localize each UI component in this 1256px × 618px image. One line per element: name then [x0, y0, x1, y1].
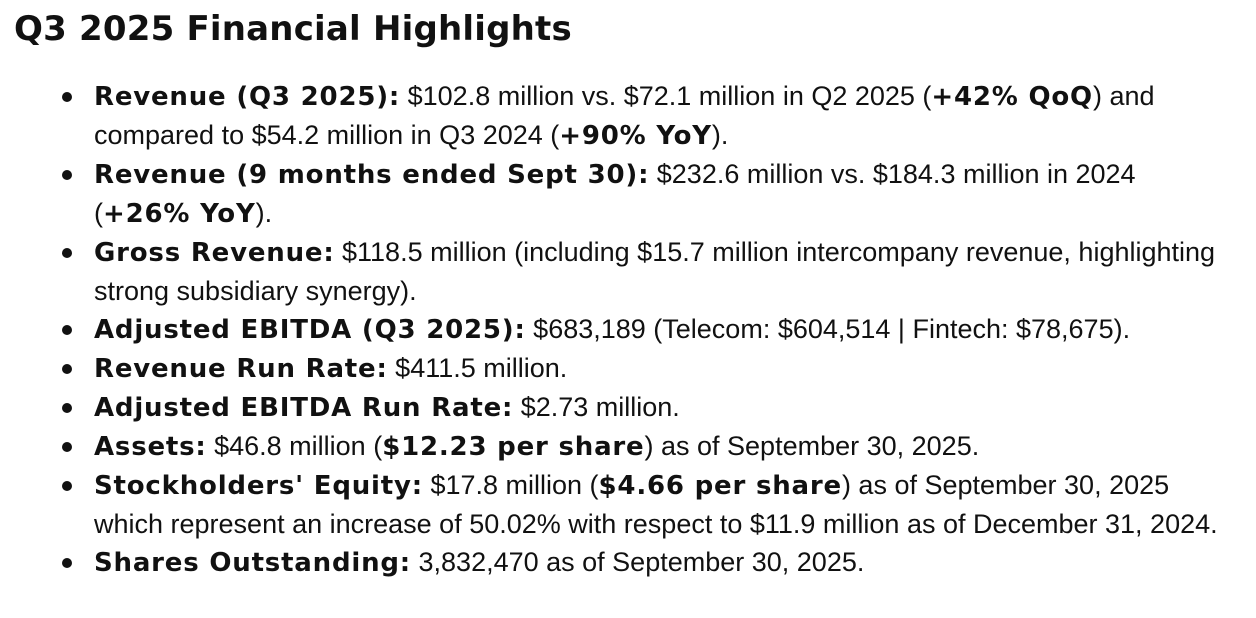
list-item-gross-revenue: Gross Revenue: $118.5 million (including… — [62, 233, 1236, 310]
list-item-assets: Assets: $46.8 million ($12.23 per share)… — [62, 427, 1236, 466]
page-title: Q3 2025 Financial Highlights — [14, 9, 572, 49]
list-item-revenue-q3: Revenue (Q3 2025): $102.8 million vs. $7… — [62, 77, 1236, 155]
bullet-icon — [62, 403, 72, 413]
item-text: $118.5 million (including $15.7 million … — [94, 237, 1216, 306]
item-text: ) as of September 30, 2025. — [644, 431, 980, 461]
item-text: $232.6 million vs. $184.3 million in 202… — [94, 159, 1136, 228]
bullet-icon — [62, 92, 72, 102]
item-text: ) as of September 30, 2025 which represe… — [94, 470, 1218, 539]
item-emphasis: $4.66 per share — [598, 471, 842, 501]
bullet-icon — [62, 481, 72, 491]
bullet-icon — [62, 558, 72, 568]
bullet-icon — [62, 364, 72, 374]
item-label: Shares Outstanding: — [94, 548, 412, 578]
item-label: Revenue (Q3 2025): — [94, 82, 401, 112]
list-item-shares-outstanding: Shares Outstanding: 3,832,470 as of Sept… — [62, 543, 1236, 582]
item-label: Adjusted EBITDA (Q3 2025): — [94, 315, 526, 345]
item-text: $102.8 million vs. $72.1 million in Q2 2… — [400, 81, 932, 111]
item-text: $411.5 million. — [387, 353, 568, 383]
highlights-list: Revenue (Q3 2025): $102.8 million vs. $7… — [62, 77, 1236, 582]
list-item-ebitda-run-rate: Adjusted EBITDA Run Rate: $2.73 million. — [62, 388, 1236, 427]
item-emphasis: +90% YoY — [559, 121, 712, 151]
item-emphasis: +42% QoQ — [931, 82, 1093, 112]
item-label: Revenue Run Rate: — [94, 354, 388, 384]
item-text: $2.73 million. — [513, 392, 680, 422]
bullet-icon — [62, 248, 72, 258]
item-text: $683,189 (Telecom: $604,514 | Fintech: $… — [525, 314, 1131, 344]
item-text: ) and compared to $54.2 million in Q3 20… — [94, 81, 1155, 150]
bullet-icon — [62, 170, 72, 180]
item-text: ). — [711, 120, 729, 150]
bullet-icon — [62, 442, 72, 452]
item-text: $46.8 million ( — [206, 431, 383, 461]
item-text: $17.8 million ( — [422, 470, 599, 500]
item-emphasis: $12.23 per share — [382, 432, 645, 462]
item-label: Adjusted EBITDA Run Rate: — [94, 393, 514, 423]
item-text: ). — [255, 198, 273, 228]
item-text: 3,832,470 as of September 30, 2025. — [411, 547, 865, 577]
item-label: Stockholders' Equity: — [94, 471, 423, 501]
item-emphasis: +26% YoY — [103, 199, 256, 229]
item-label: Gross Revenue: — [94, 238, 335, 268]
list-item-adjusted-ebitda: Adjusted EBITDA (Q3 2025): $683,189 (Tel… — [62, 310, 1236, 349]
list-item-revenue-9-months: Revenue (9 months ended Sept 30): $232.6… — [62, 155, 1236, 233]
item-label: Revenue (9 months ended Sept 30): — [94, 160, 650, 190]
item-label: Assets: — [94, 432, 207, 462]
list-item-stockholders-equity: Stockholders' Equity: $17.8 million ($4.… — [62, 466, 1236, 543]
bullet-icon — [62, 325, 72, 335]
list-item-revenue-run-rate: Revenue Run Rate: $411.5 million. — [62, 349, 1236, 388]
